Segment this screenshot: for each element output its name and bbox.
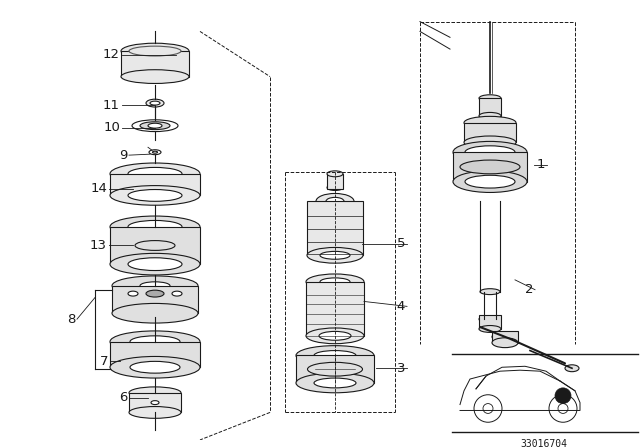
Ellipse shape (464, 116, 516, 129)
Ellipse shape (480, 289, 500, 295)
Ellipse shape (146, 99, 164, 107)
Ellipse shape (110, 331, 200, 353)
Bar (479, 98, 501, 116)
Bar (327, 174, 343, 189)
Ellipse shape (565, 365, 579, 372)
Ellipse shape (152, 151, 157, 153)
Ellipse shape (110, 163, 200, 185)
Bar (306, 282, 364, 336)
Ellipse shape (296, 373, 374, 393)
Ellipse shape (316, 194, 354, 209)
Ellipse shape (319, 332, 351, 340)
Ellipse shape (148, 123, 162, 128)
Ellipse shape (130, 336, 180, 348)
Circle shape (474, 395, 502, 422)
Ellipse shape (320, 278, 350, 286)
Ellipse shape (460, 160, 520, 174)
Bar (110, 342, 200, 367)
Ellipse shape (149, 150, 161, 155)
Ellipse shape (327, 185, 343, 190)
Bar (110, 227, 200, 264)
Ellipse shape (128, 220, 182, 233)
Ellipse shape (172, 291, 182, 296)
Ellipse shape (128, 168, 182, 180)
Circle shape (483, 404, 493, 414)
Ellipse shape (327, 171, 343, 177)
Ellipse shape (465, 175, 515, 188)
Ellipse shape (130, 362, 180, 373)
Bar (464, 123, 516, 142)
Ellipse shape (128, 190, 182, 201)
Ellipse shape (110, 185, 200, 205)
Text: 13: 13 (90, 239, 107, 252)
Text: 3: 3 (397, 362, 405, 375)
Ellipse shape (307, 247, 363, 263)
Ellipse shape (112, 276, 198, 296)
Bar (307, 201, 363, 255)
Ellipse shape (129, 46, 181, 56)
Ellipse shape (314, 378, 356, 388)
Bar (296, 355, 374, 383)
Ellipse shape (296, 346, 374, 365)
Circle shape (549, 395, 577, 422)
Ellipse shape (110, 357, 200, 378)
Ellipse shape (129, 387, 181, 399)
Bar (479, 315, 501, 329)
Ellipse shape (121, 43, 189, 59)
Ellipse shape (150, 101, 160, 105)
Text: 5: 5 (397, 237, 405, 250)
Text: 33016704: 33016704 (520, 439, 568, 448)
Ellipse shape (128, 291, 138, 296)
Ellipse shape (121, 70, 189, 83)
Text: 6: 6 (118, 391, 127, 404)
Ellipse shape (307, 362, 362, 376)
Ellipse shape (453, 171, 527, 193)
Bar (492, 331, 518, 343)
Ellipse shape (479, 326, 501, 332)
Text: 11: 11 (103, 99, 120, 112)
Text: 2: 2 (525, 283, 533, 296)
Ellipse shape (479, 112, 501, 119)
Ellipse shape (306, 274, 364, 290)
Ellipse shape (479, 95, 501, 102)
Bar (121, 51, 189, 77)
Ellipse shape (464, 136, 516, 149)
Ellipse shape (135, 241, 175, 250)
Ellipse shape (132, 120, 178, 132)
Ellipse shape (306, 328, 364, 344)
Circle shape (555, 388, 571, 404)
Text: 4: 4 (397, 300, 405, 313)
Ellipse shape (492, 332, 518, 342)
Ellipse shape (129, 406, 181, 418)
Ellipse shape (453, 142, 527, 163)
Ellipse shape (465, 146, 515, 159)
Ellipse shape (320, 251, 350, 259)
Text: 8: 8 (67, 313, 75, 326)
Ellipse shape (112, 303, 198, 323)
Ellipse shape (151, 401, 159, 405)
Bar (453, 152, 527, 181)
Ellipse shape (146, 290, 164, 297)
Ellipse shape (140, 122, 170, 129)
Ellipse shape (492, 338, 518, 348)
Bar (129, 393, 181, 413)
Bar (112, 286, 198, 313)
Ellipse shape (128, 258, 182, 271)
Ellipse shape (326, 198, 344, 205)
Ellipse shape (140, 282, 170, 290)
Circle shape (558, 404, 568, 414)
Ellipse shape (110, 216, 200, 237)
Text: 10: 10 (103, 121, 120, 134)
Ellipse shape (110, 254, 200, 275)
Ellipse shape (314, 351, 356, 360)
Text: 1: 1 (536, 159, 545, 172)
Text: 9: 9 (118, 149, 127, 162)
Bar (110, 174, 200, 195)
Ellipse shape (479, 316, 501, 323)
Text: 7: 7 (99, 355, 108, 368)
Text: 12: 12 (103, 48, 120, 61)
Text: 14: 14 (90, 182, 107, 195)
